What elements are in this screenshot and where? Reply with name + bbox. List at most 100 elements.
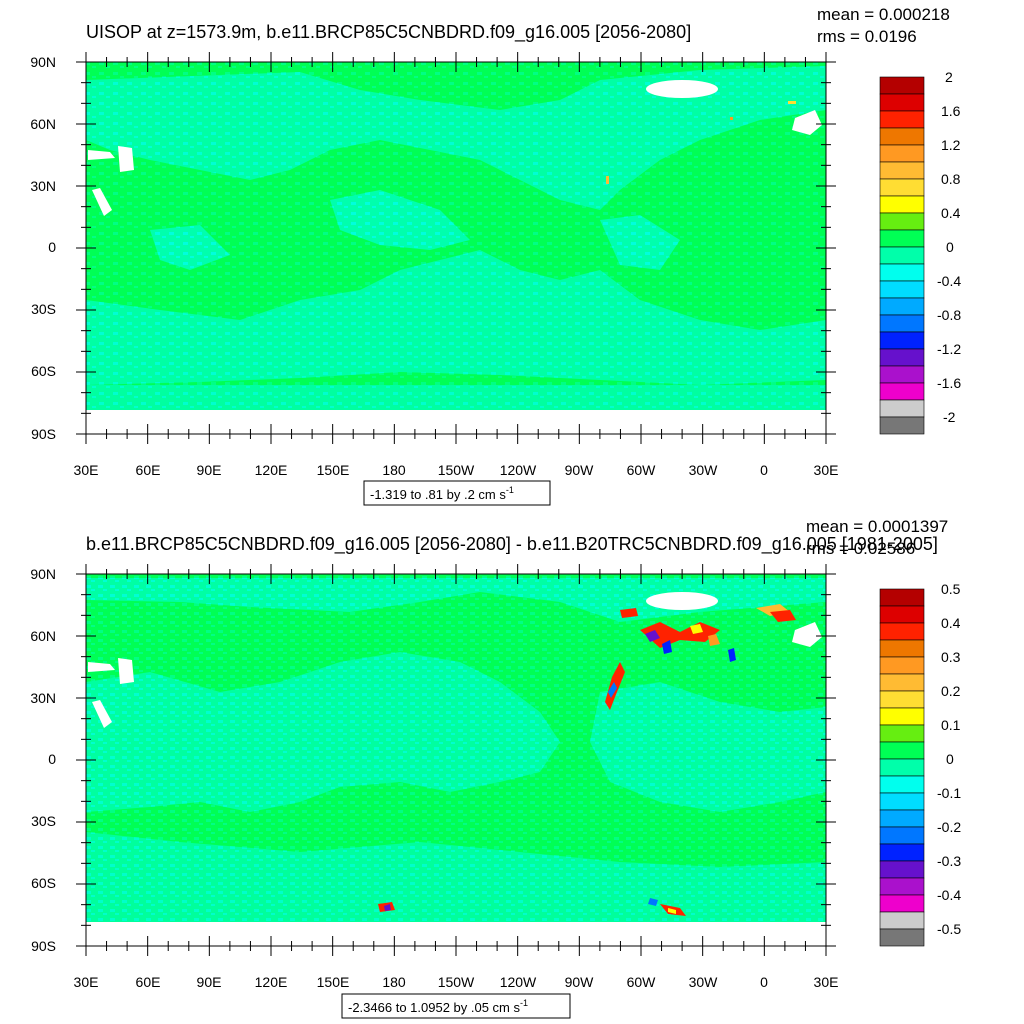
colorbar-label: 0 xyxy=(946,751,954,767)
colorbar-label: -0.3 xyxy=(937,853,961,869)
colorbar xyxy=(879,588,925,947)
colorbar-swatch xyxy=(879,127,925,146)
colorbar-label: 0.4 xyxy=(941,615,961,631)
range-label-box xyxy=(341,993,571,1019)
range-label: -1.319 to .81 by .2 cm s-1 xyxy=(370,485,514,502)
x-tick-label: 30E xyxy=(814,974,839,990)
x-tick-label: 30W xyxy=(689,974,719,990)
x-tick-label: 120W xyxy=(500,462,537,478)
colorbar-label: 0.8 xyxy=(941,171,961,187)
mean-stat: mean = 0.0001397 xyxy=(806,517,948,536)
y-tick-label: 30S xyxy=(31,813,56,829)
colorbar-label: 1.6 xyxy=(941,103,961,119)
colorbar-swatch xyxy=(879,331,925,350)
x-tick-label: 60W xyxy=(627,974,657,990)
map-area xyxy=(86,574,826,946)
colorbar-swatch xyxy=(879,622,925,641)
x-tick-label: 0 xyxy=(760,462,768,478)
x-tick-label: 180 xyxy=(382,974,406,990)
colorbar-swatch xyxy=(879,76,925,95)
colorbar-swatch xyxy=(879,195,925,214)
missing-data-patches xyxy=(88,592,822,728)
colorbar-swatch xyxy=(879,588,925,607)
noise-texture xyxy=(86,62,826,410)
colorbar-swatch xyxy=(879,894,925,913)
colorbar-swatch xyxy=(879,246,925,265)
colorbar-swatch xyxy=(879,826,925,845)
x-tick-label: 30E xyxy=(74,462,99,478)
colorbar-swatch xyxy=(879,911,925,930)
x-tick-label: 150W xyxy=(438,462,475,478)
y-tick-label: 90S xyxy=(31,938,56,954)
colorbar-swatch xyxy=(879,673,925,692)
colorbar-label: -0.5 xyxy=(937,921,961,937)
panel-top: UISOP at z=1573.9m, b.e11.BRCP85C5CNBDRD… xyxy=(30,5,961,506)
colorbar-swatch xyxy=(879,724,925,743)
colorbar-swatch xyxy=(879,314,925,333)
colorbar-swatch xyxy=(879,758,925,777)
colorbar-swatch xyxy=(879,792,925,811)
y-tick-label: 60N xyxy=(30,628,56,644)
anomaly-streaks xyxy=(378,604,796,916)
x-tick-label: 180 xyxy=(382,462,406,478)
colorbar-label: 0 xyxy=(946,239,954,255)
mean-stat: mean = 0.000218 xyxy=(817,5,950,24)
colorbar-swatch xyxy=(879,775,925,794)
colorbar-swatch xyxy=(879,656,925,675)
missing-data-patches xyxy=(88,80,822,216)
x-tick-label: 120E xyxy=(255,974,288,990)
x-tick-label: 30E xyxy=(814,462,839,478)
colorbar-swatch xyxy=(879,161,925,180)
colorbar-label: -1.2 xyxy=(937,341,961,357)
colorbar-swatch xyxy=(879,110,925,129)
colorbar-label: 1.2 xyxy=(941,137,961,153)
colorbar-swatch xyxy=(879,263,925,282)
y-tick-label: 90S xyxy=(31,426,56,442)
x-tick-label: 90W xyxy=(565,462,595,478)
x-tick-label: 30W xyxy=(689,462,719,478)
colorbar-swatch xyxy=(879,144,925,163)
x-tick-label: 90E xyxy=(197,974,222,990)
colorbar-swatch xyxy=(879,297,925,316)
x-tick-label: 60E xyxy=(136,462,161,478)
colorbar-swatch xyxy=(879,382,925,401)
colorbar-label: 0.1 xyxy=(941,717,961,733)
colorbar-swatch xyxy=(879,605,925,624)
x-tick-label: 30E xyxy=(74,974,99,990)
x-tick-label: 60W xyxy=(627,462,657,478)
x-tick-label: 150E xyxy=(317,974,350,990)
colorbar-label: -0.2 xyxy=(937,819,961,835)
colorbar xyxy=(879,76,925,435)
colorbar-label: 0.2 xyxy=(941,683,961,699)
x-tick-label: 0 xyxy=(760,974,768,990)
range-label-box xyxy=(363,480,551,506)
colorbar-swatch xyxy=(879,707,925,726)
map-area xyxy=(86,62,826,434)
colorbar-swatch xyxy=(879,212,925,231)
x-tick-label: 90W xyxy=(565,974,595,990)
colorbar-swatch xyxy=(879,365,925,384)
range-label: -2.3466 to 1.0952 by .05 cm s-1 xyxy=(348,998,528,1015)
colorbar-swatch xyxy=(879,399,925,418)
y-tick-label: 30N xyxy=(30,690,56,706)
axis-ticks xyxy=(76,52,836,444)
colorbar-swatch xyxy=(879,741,925,760)
y-tick-label: 30S xyxy=(31,301,56,317)
rms-stat: rms = 0.02586 xyxy=(806,539,915,558)
colorbar-swatch xyxy=(879,348,925,367)
colorbar-label: -1.6 xyxy=(937,375,961,391)
colorbar-swatch xyxy=(879,639,925,658)
colorbar-swatch xyxy=(879,928,925,947)
y-tick-label: 60S xyxy=(31,875,56,891)
map-panel-svg: UISOP at z=1573.9m, b.e11.BRCP85C5CNBDRD… xyxy=(30,5,961,506)
x-tick-label: 150W xyxy=(438,974,475,990)
colorbar-label: 0.3 xyxy=(941,649,961,665)
y-tick-label: 0 xyxy=(48,239,56,255)
colorbar-swatch xyxy=(879,843,925,862)
x-tick-label: 120W xyxy=(500,974,537,990)
colorbar-label: 2 xyxy=(945,69,953,85)
x-tick-label: 60E xyxy=(136,974,161,990)
y-tick-label: 60S xyxy=(31,363,56,379)
colorbar-swatch xyxy=(879,416,925,435)
y-tick-label: 60N xyxy=(30,116,56,132)
